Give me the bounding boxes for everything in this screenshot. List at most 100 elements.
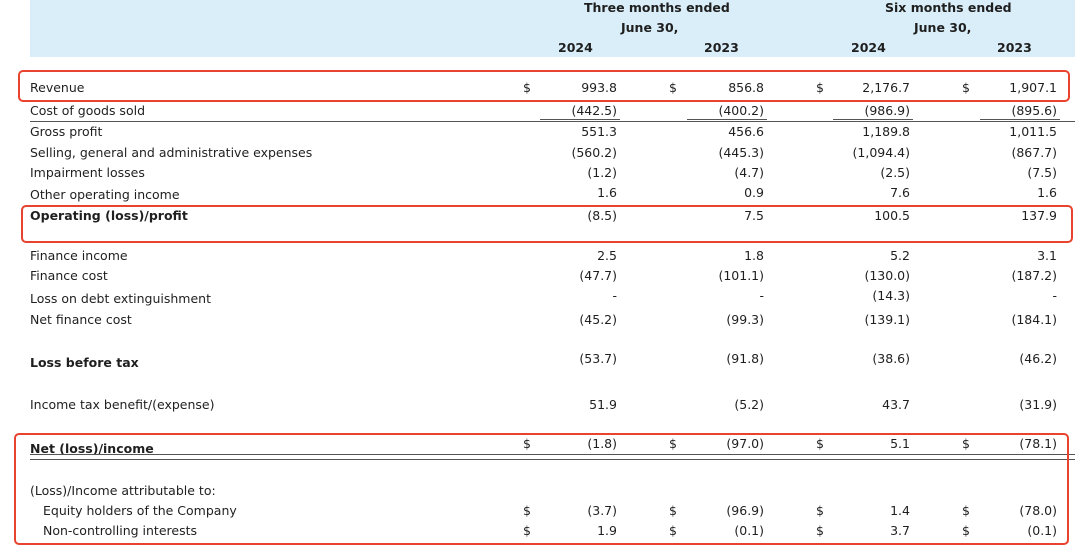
value-cell: 5.2: [890, 248, 910, 263]
value-cell: (45.2): [579, 312, 617, 327]
row-label-net-income: Net (loss)/income: [30, 441, 154, 456]
value-cell: (0.1): [1027, 523, 1057, 538]
currency-symbol: $: [962, 436, 970, 451]
value-cell: (1,094.4): [852, 145, 910, 160]
value-cell: 1,189.8: [862, 124, 910, 139]
value-cell: (96.9): [726, 503, 764, 518]
value-cell: (130.0): [864, 268, 910, 283]
value-cell: 5.1: [890, 436, 910, 451]
currency-symbol: $: [962, 80, 970, 95]
value-cell: -: [759, 288, 764, 303]
value-cell: 1,011.5: [1009, 124, 1057, 139]
value-cell: (101.1): [718, 268, 764, 283]
row-label-gross-profit: Gross profit: [30, 124, 103, 139]
value-cell: 2.5: [597, 248, 617, 263]
currency-symbol: $: [523, 523, 531, 538]
value-cell: (78.1): [1019, 436, 1057, 451]
table-divider: [30, 121, 1075, 122]
currency-symbol: $: [669, 503, 677, 518]
value-cell: 856.8: [728, 80, 764, 95]
header-band: [30, 0, 1075, 57]
row-label-net-finance-cost: Net finance cost: [30, 312, 132, 327]
value-cell: 100.5: [874, 208, 910, 223]
table-divider: [30, 459, 1075, 460]
value-cell: 1.6: [1037, 185, 1057, 200]
value-cell: -: [1052, 288, 1057, 303]
currency-symbol: $: [523, 436, 531, 451]
value-cell: (31.9): [1019, 397, 1057, 412]
value-cell: 1.9: [597, 523, 617, 538]
currency-symbol: $: [816, 503, 824, 518]
row-label-finance-income: Finance income: [30, 248, 128, 263]
row-label-finance-cost: Finance cost: [30, 268, 108, 283]
value-cell: 1.4: [890, 503, 910, 518]
value-cell: 3.1: [1037, 248, 1057, 263]
value-cell: (139.1): [864, 312, 910, 327]
value-cell: 1.6: [597, 185, 617, 200]
value-cell: (895.6): [1011, 103, 1057, 118]
value-cell: 2,176.7: [862, 80, 910, 95]
value-cell: 7.6: [890, 185, 910, 200]
value-cell: 137.9: [1021, 208, 1057, 223]
value-cell: (187.2): [1011, 268, 1057, 283]
row-label-income-tax: Income tax benefit/(expense): [30, 397, 215, 412]
value-cell: (3.7): [587, 503, 617, 518]
currency-symbol: $: [962, 503, 970, 518]
rule: [833, 119, 913, 120]
currency-symbol: $: [962, 523, 970, 538]
value-cell: (400.2): [718, 103, 764, 118]
currency-symbol: $: [523, 80, 531, 95]
value-cell: (47.7): [579, 268, 617, 283]
value-cell: (986.9): [864, 103, 910, 118]
year-col-2: 2023: [704, 40, 739, 55]
row-label-operating: Operating (loss)/profit: [30, 208, 188, 223]
value-cell: 51.9: [589, 397, 617, 412]
row-label-loss-before-tax: Loss before tax: [30, 355, 139, 370]
currency-symbol: $: [523, 503, 531, 518]
value-cell: (445.3): [718, 145, 764, 160]
value-cell: (46.2): [1019, 351, 1057, 366]
row-label-debt-extinguishment: Loss on debt extinguishment: [30, 291, 211, 306]
value-cell: 0.9: [744, 185, 764, 200]
value-cell: 1.8: [744, 248, 764, 263]
row-label-non-controlling: Non-controlling interests: [43, 523, 198, 538]
rule: [980, 119, 1060, 120]
value-cell: 456.6: [728, 124, 764, 139]
highlight-box-operating: [21, 205, 1073, 243]
three-months-date: June 30,: [621, 20, 679, 35]
three-months-heading: Three months ended: [584, 0, 730, 15]
value-cell: (53.7): [579, 351, 617, 366]
six-months-heading: Six months ended: [885, 0, 1012, 15]
row-label-equity-holders: Equity holders of the Company: [43, 503, 237, 518]
year-col-1: 2024: [558, 40, 593, 55]
value-cell: (560.2): [571, 145, 617, 160]
value-cell: (7.5): [1027, 165, 1057, 180]
value-cell: (2.5): [880, 165, 910, 180]
value-cell: (5.2): [734, 397, 764, 412]
year-col-3: 2024: [851, 40, 886, 55]
currency-symbol: $: [816, 80, 824, 95]
row-label-other-income: Other operating income: [30, 187, 180, 202]
value-cell: (38.6): [872, 351, 910, 366]
currency-symbol: $: [669, 436, 677, 451]
value-cell: (4.7): [734, 165, 764, 180]
value-cell: 7.5: [744, 208, 764, 223]
currency-symbol: $: [816, 523, 824, 538]
highlight-box-revenue: [18, 70, 1070, 102]
value-cell: (99.3): [726, 312, 764, 327]
highlight-box-net-income: [14, 433, 1069, 545]
value-cell: (8.5): [587, 208, 617, 223]
value-cell: (91.8): [726, 351, 764, 366]
value-cell: 993.8: [581, 80, 617, 95]
value-cell: (0.1): [734, 523, 764, 538]
value-cell: (1.8): [587, 436, 617, 451]
value-cell: 551.3: [581, 124, 617, 139]
row-label-revenue: Revenue: [30, 80, 85, 95]
currency-symbol: $: [669, 523, 677, 538]
row-label-sga: Selling, general and administrative expe…: [30, 145, 313, 160]
value-cell: (867.7): [1011, 145, 1057, 160]
value-cell: (1.2): [587, 165, 617, 180]
value-cell: (442.5): [571, 103, 617, 118]
year-col-4: 2023: [997, 40, 1032, 55]
table-divider: [30, 454, 1075, 455]
